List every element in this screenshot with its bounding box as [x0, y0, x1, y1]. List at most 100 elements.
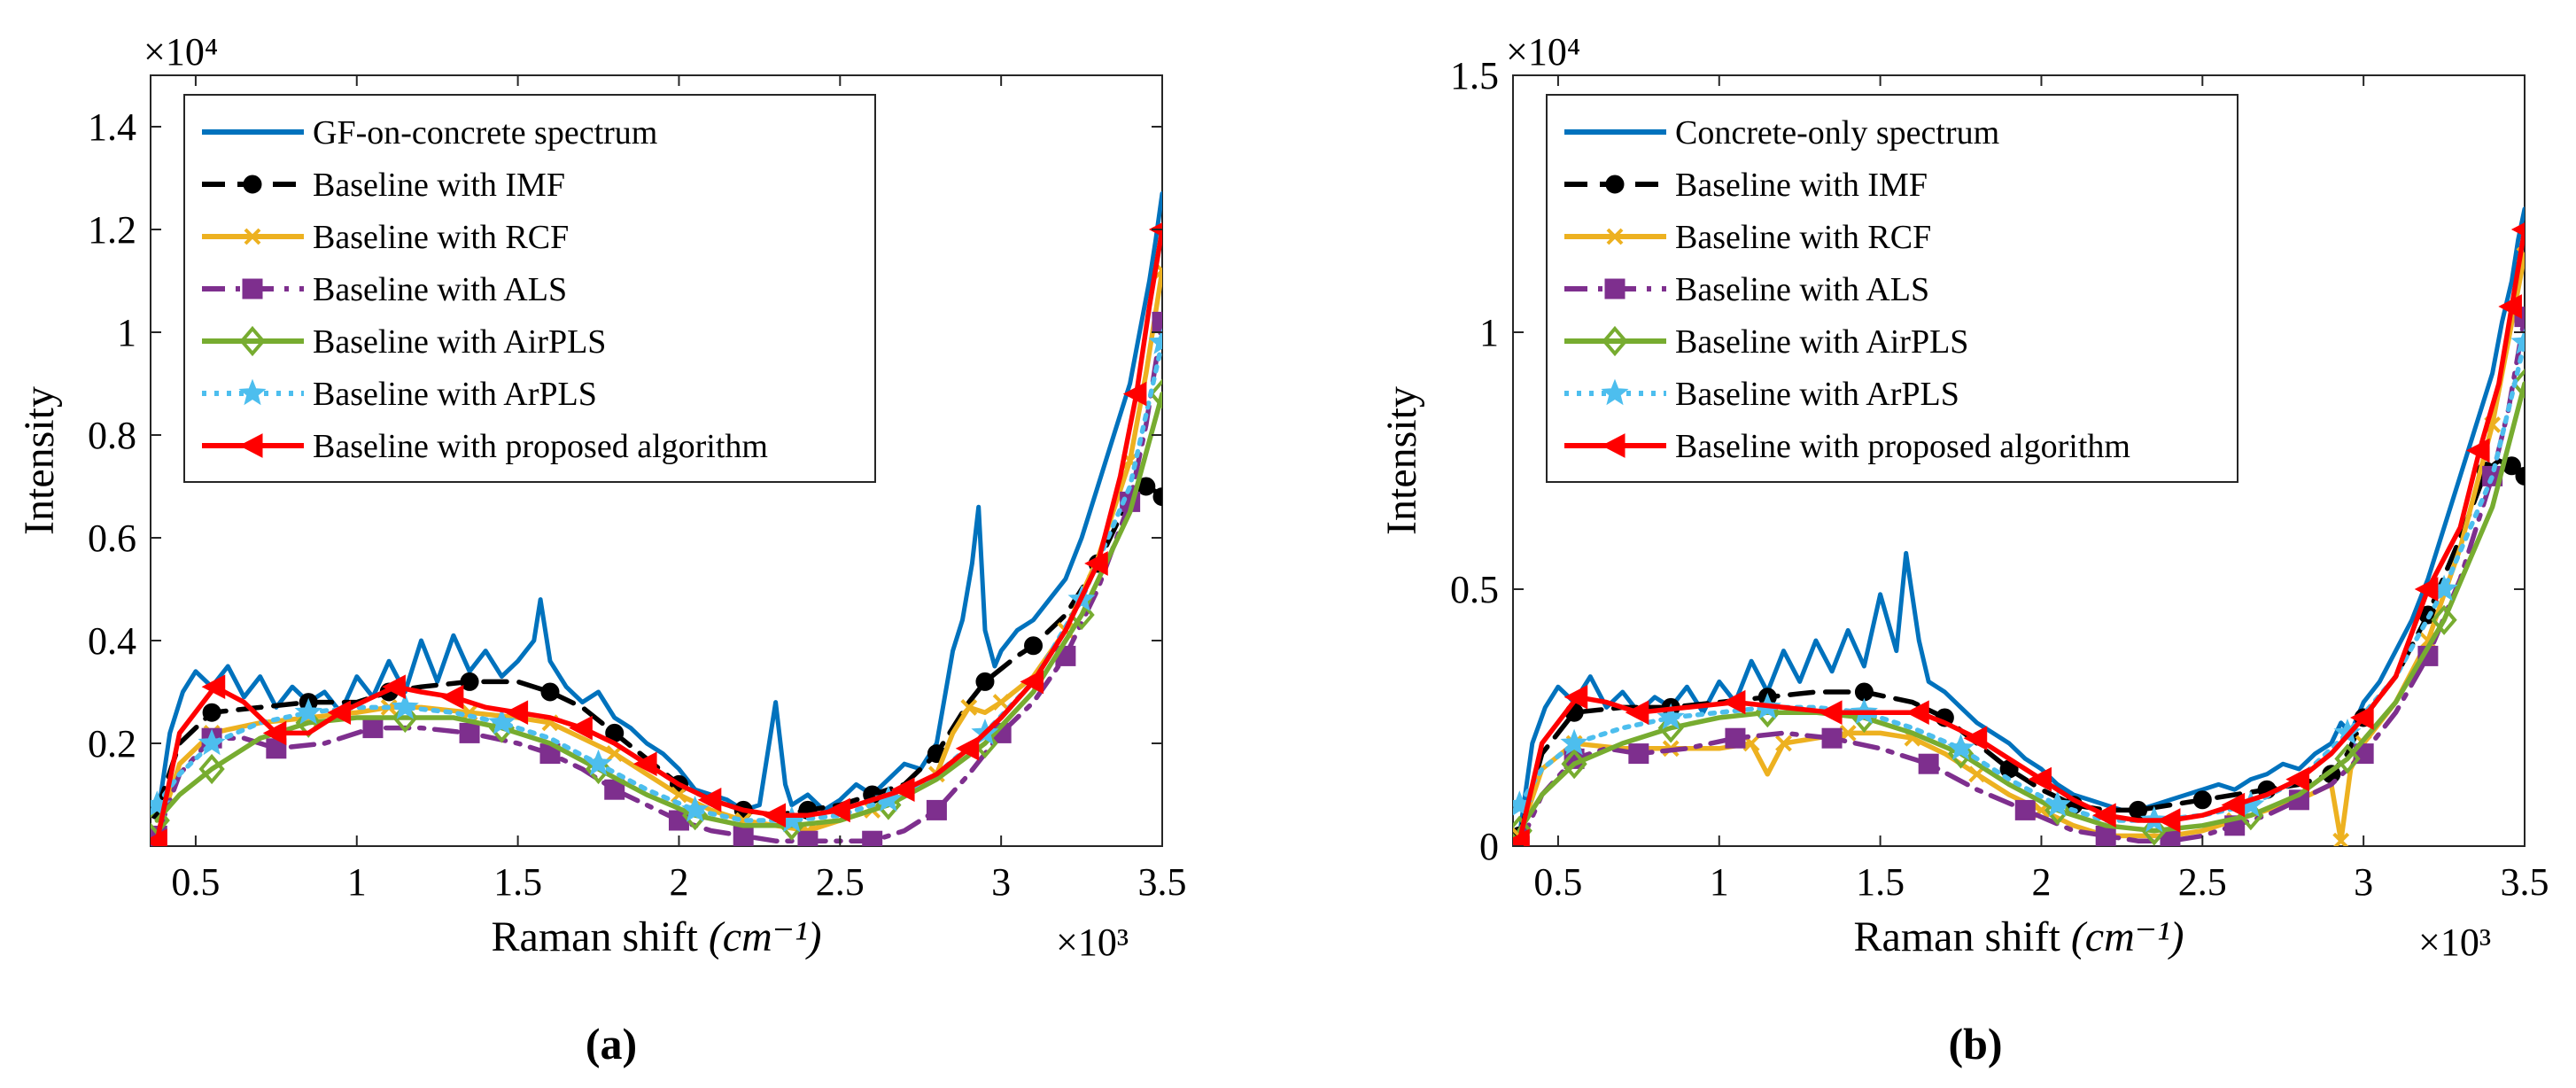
- legend-marker: [1605, 175, 1625, 194]
- data-point: [1563, 684, 1588, 710]
- series-line: [154, 227, 1162, 843]
- data-point: [1561, 749, 1587, 780]
- x-tick-label: 2.5: [816, 860, 865, 904]
- data-point: [2511, 368, 2525, 400]
- legend-label: Baseline with AirPLS: [1675, 323, 1968, 361]
- data-point: [487, 708, 516, 735]
- y-axis-label: Intensity: [1378, 386, 1425, 535]
- legend-item: Baseline with ArPLS: [202, 376, 597, 413]
- data-point: [202, 703, 221, 722]
- data-point: [382, 674, 406, 700]
- data-point: [1818, 700, 1843, 726]
- data-point: [1839, 724, 1857, 742]
- series-line: [154, 319, 1162, 843]
- legend-label: Baseline with IMF: [1675, 167, 1928, 204]
- y-tick-label: 0.8: [88, 414, 136, 457]
- data-point: [2156, 808, 2181, 833]
- x-tick-label: 3: [991, 860, 1011, 904]
- y-tick-label: 0.5: [1450, 568, 1499, 611]
- data-point: [262, 720, 287, 746]
- series-layer: [151, 190, 1162, 846]
- data-point: [1149, 378, 1162, 409]
- legend-marker: [242, 278, 263, 299]
- y-tick-label: 1.4: [88, 105, 136, 149]
- data-point: [926, 799, 947, 820]
- legend-marker: [239, 325, 266, 357]
- data-point: [198, 728, 226, 756]
- series-concrete-only-spectrum: [1517, 206, 2525, 838]
- x-axis-label: Raman shift (cm⁻¹): [492, 913, 822, 960]
- data-point: [201, 674, 226, 700]
- data-point: [992, 694, 1010, 711]
- y-tick-label: 1.5: [1450, 54, 1499, 97]
- legend-item: Baseline with proposed algorithm: [202, 428, 768, 465]
- data-point: [2141, 815, 2168, 846]
- data-point: [681, 796, 710, 822]
- data-point: [1084, 551, 1108, 576]
- y-tick-label: 0.2: [88, 722, 136, 765]
- legend-item: Baseline with ALS: [1564, 271, 1929, 308]
- legend-marker: [1604, 278, 1626, 299]
- x-axis-multiplier: ×10³: [1056, 921, 1129, 964]
- data-point: [198, 753, 225, 785]
- series-line: [1517, 206, 2525, 838]
- data-point: [1024, 636, 1044, 656]
- series-line: [1517, 381, 2525, 834]
- x-tick-label: 1.5: [493, 860, 542, 904]
- legend-marker: [244, 228, 261, 245]
- data-point: [1821, 727, 1843, 749]
- data-point: [955, 735, 980, 761]
- data-point: [1918, 753, 1939, 774]
- series-baseline-with-airpls: [1513, 368, 2525, 846]
- y-tick-label: 0.6: [88, 517, 136, 560]
- data-point: [1020, 669, 1044, 695]
- data-point: [1628, 743, 1649, 765]
- y-axis-label: Intensity: [16, 386, 63, 535]
- data-point: [797, 830, 819, 846]
- series-layer: [1513, 206, 2525, 846]
- legend-label: Baseline with ALS: [313, 271, 567, 308]
- legend-item: GF-on-concrete spectrum: [202, 114, 657, 152]
- x-tick-label: 2.5: [2178, 860, 2227, 904]
- data-point: [2414, 577, 2439, 602]
- data-point: [2510, 328, 2525, 354]
- data-point: [439, 684, 464, 710]
- data-point: [151, 828, 167, 846]
- data-point: [2510, 222, 2525, 237]
- legend-marker: [1602, 325, 1628, 357]
- y-axis-multiplier: ×10⁴: [144, 30, 218, 74]
- data-point: [1657, 712, 1684, 743]
- data-point: [1775, 734, 1792, 752]
- data-point: [504, 700, 529, 726]
- data-point: [1721, 689, 1746, 715]
- legend: GF-on-concrete spectrum Baseline with IMF…: [183, 94, 876, 483]
- x-tick-label: 1: [1710, 860, 1729, 904]
- legend-item: Baseline with RCF: [202, 219, 569, 256]
- legend-label: Concrete-only spectrum: [1675, 114, 1999, 152]
- data-point: [585, 749, 613, 776]
- data-point: [2095, 825, 2116, 846]
- data-point: [975, 672, 995, 691]
- x-tick-label: 1.5: [1856, 860, 1905, 904]
- y-tick-label: 1: [117, 311, 136, 354]
- data-point: [2332, 832, 2350, 846]
- data-point: [1905, 700, 1929, 726]
- data-point: [1152, 487, 1162, 507]
- legend-marker: [238, 378, 267, 406]
- legend-item: Baseline with proposed algorithm: [1564, 428, 2130, 465]
- data-point: [1625, 700, 1649, 726]
- data-point: [762, 803, 787, 828]
- data-point: [569, 715, 593, 741]
- data-point: [2221, 792, 2246, 818]
- data-point: [1513, 828, 1530, 846]
- legend-marker: [238, 433, 263, 458]
- data-point: [294, 697, 322, 725]
- legend-item: Baseline with IMF: [1564, 167, 1928, 204]
- y-tick-label: 0: [1479, 825, 1499, 868]
- data-point: [2498, 294, 2522, 319]
- data-point: [327, 700, 352, 726]
- legend-marker: [243, 175, 262, 194]
- legend-label: Baseline with RCF: [313, 219, 569, 256]
- data-point: [826, 797, 850, 823]
